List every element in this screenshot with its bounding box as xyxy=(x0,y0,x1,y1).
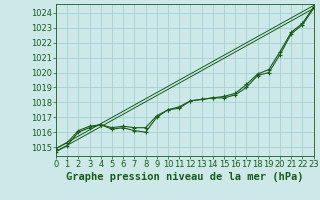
X-axis label: Graphe pression niveau de la mer (hPa): Graphe pression niveau de la mer (hPa) xyxy=(66,172,304,182)
